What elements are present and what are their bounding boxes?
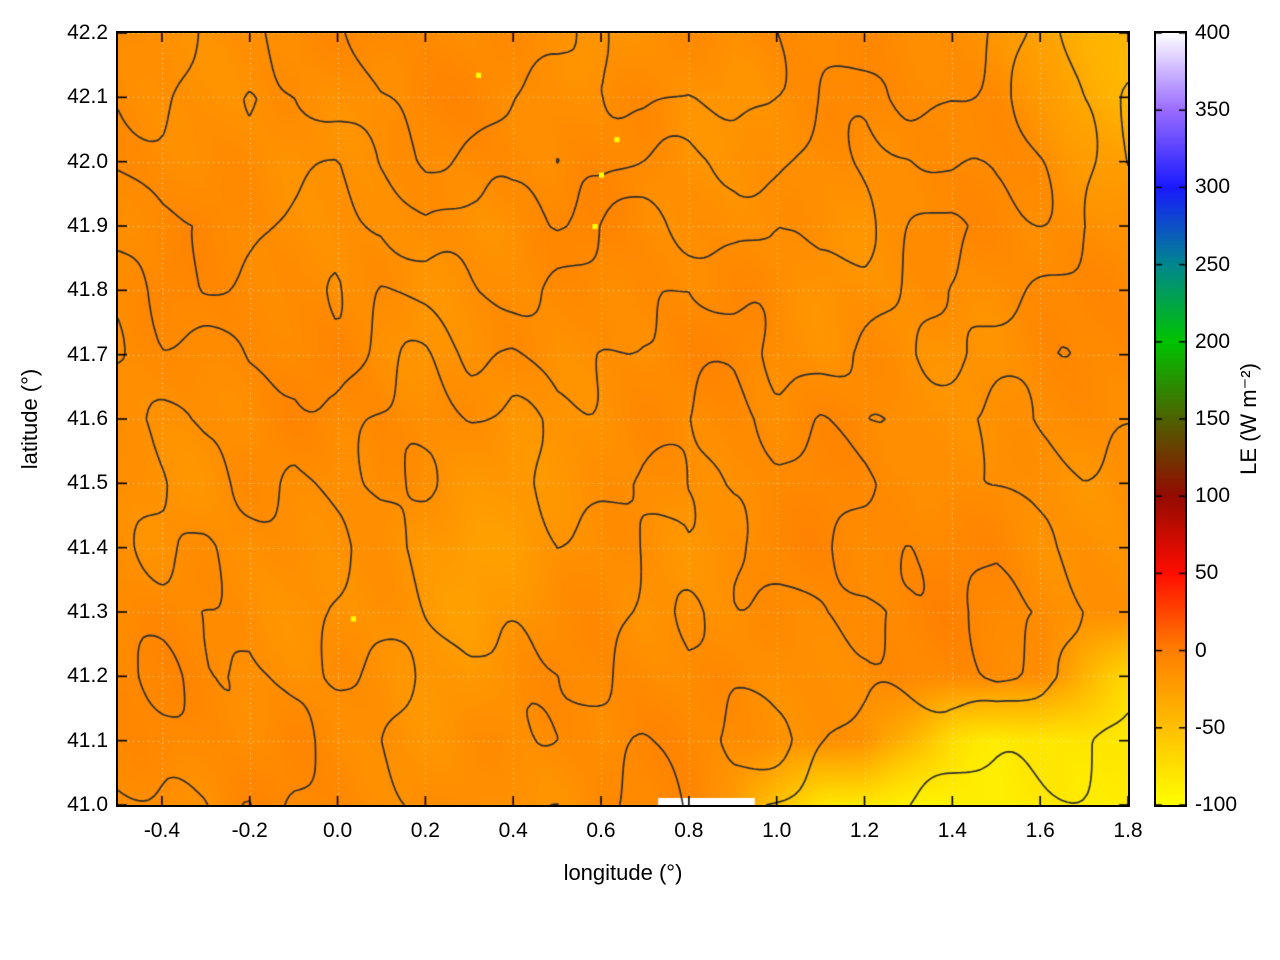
- x-tick-label: -0.2: [231, 819, 268, 842]
- x-tick-label: 0.6: [586, 819, 616, 842]
- cb-tick-label: 150: [1195, 407, 1231, 430]
- x-tick-label: 1.8: [1113, 819, 1143, 842]
- x-axis-title: longitude (°): [563, 860, 683, 885]
- colorbar-canvas: [1156, 33, 1185, 805]
- y-tick-label: 41.8: [67, 278, 108, 302]
- y-tick-label: 41.0: [67, 793, 108, 816]
- cb-tick-label: 50: [1195, 561, 1219, 585]
- x-tick-label: -0.4: [143, 819, 180, 842]
- y-tick-label: 41.6: [67, 407, 108, 430]
- y-tick-label: 41.7: [67, 342, 108, 366]
- plot-area: [116, 31, 1130, 807]
- y-tick-label: 42.1: [67, 85, 108, 109]
- x-tick-label: 0.4: [498, 819, 528, 842]
- cb-tick-label: -50: [1195, 715, 1226, 739]
- y-tick-label: 41.2: [67, 664, 108, 688]
- colorbar-frame: [1154, 31, 1187, 807]
- x-tick-label: 0.0: [322, 819, 353, 842]
- x-tick-label: 1.2: [849, 819, 880, 842]
- cb-tick-label: 100: [1195, 484, 1231, 508]
- y-tick-label: 41.5: [67, 471, 108, 495]
- cb-tick-label: 350: [1195, 98, 1231, 122]
- cb-tick-label: 300: [1195, 175, 1231, 199]
- y-tick-label: 41.1: [67, 728, 108, 752]
- y-tick-label: 41.3: [67, 600, 108, 623]
- x-tick-label: 1.0: [762, 819, 792, 842]
- x-tick-label: 0.8: [674, 819, 704, 842]
- cb-tick-label: 200: [1195, 329, 1231, 353]
- heatmap-canvas: [118, 33, 1128, 805]
- cb-tick-label: 400: [1195, 21, 1231, 44]
- cb-tick-label: -100: [1195, 793, 1238, 816]
- x-tick-label: 0.2: [410, 819, 440, 842]
- y-tick-label: 41.9: [67, 214, 108, 237]
- y-tick-label: 42.2: [67, 21, 108, 44]
- cb-tick-label: 250: [1195, 252, 1231, 276]
- y-tick-label: 42.0: [67, 149, 108, 173]
- y-tick-label: 41.4: [67, 535, 108, 559]
- cb-tick-label: 0: [1195, 638, 1207, 662]
- x-tick-label: 1.4: [937, 819, 967, 842]
- x-tick-label: 1.6: [1025, 819, 1055, 842]
